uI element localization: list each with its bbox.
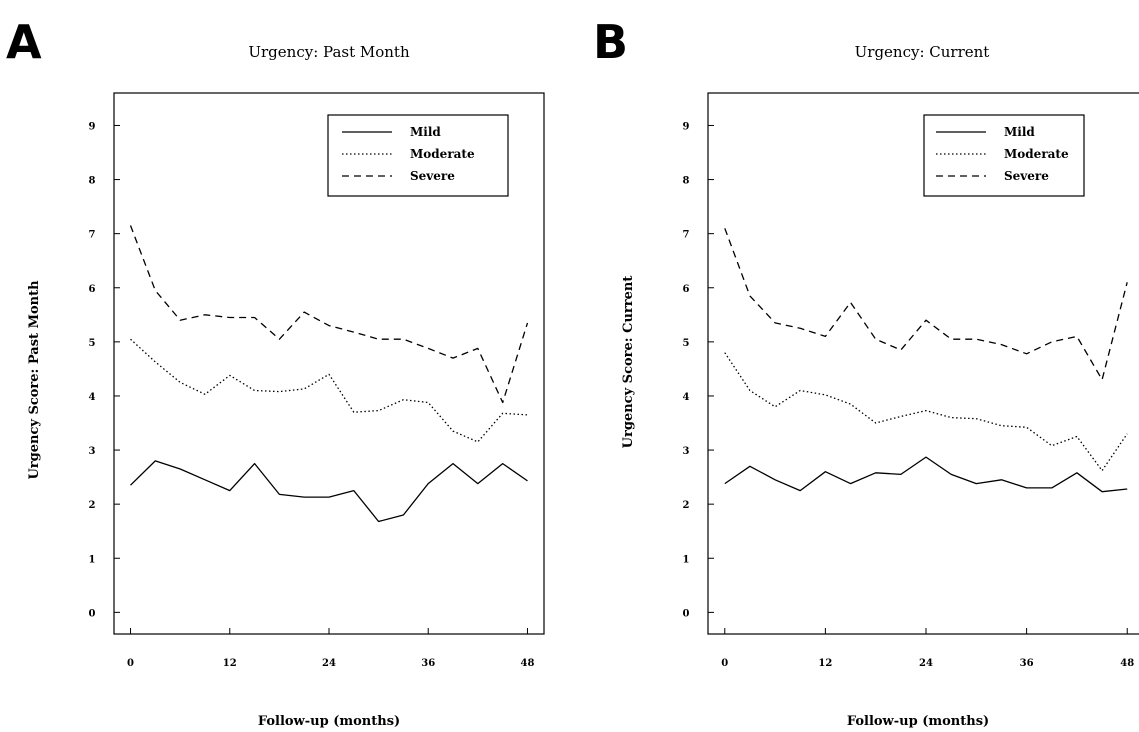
y-tick-label: 6: [683, 284, 690, 295]
y-tick-label: 9: [683, 121, 690, 132]
x-axis-label-a: Follow-up (months): [258, 714, 400, 729]
legend-label-severe-a: Severe: [410, 169, 455, 183]
series-lines-a: [129, 225, 529, 523]
y-tick-label: 5: [89, 338, 96, 349]
panel-letter-b: B: [593, 15, 628, 69]
x-tick-label: 48: [521, 658, 535, 669]
y-tick-label: 7: [683, 230, 690, 241]
legend-box-b: [923, 114, 1085, 197]
legend-label-moderate-a: Moderate: [410, 147, 475, 161]
series-line-moderate-a: [130, 338, 528, 443]
y-tick-label: 8: [89, 176, 96, 187]
y-tick-label: 9: [89, 121, 96, 132]
legend-label-moderate-b: Moderate: [1004, 147, 1069, 161]
legend-label-severe-b: Severe: [1004, 169, 1049, 183]
series-line-severe-a: [129, 225, 529, 404]
x-tick-label: 36: [421, 658, 435, 669]
y-tick-label: 1: [89, 554, 96, 565]
series-lines-b: [724, 228, 1128, 493]
panel-a: A Urgency: Past Month Urgency Score: Pas…: [6, 15, 545, 729]
y-tick-label: 2: [89, 500, 96, 511]
x-tick-label: 12: [818, 658, 832, 669]
y-tick-label: 0: [89, 608, 96, 619]
legend-label-mild-b: Mild: [1004, 125, 1035, 139]
y-tick-label: 4: [89, 392, 96, 403]
y-tick-label: 4: [683, 392, 690, 403]
y-ticks-a: 0 1 2 3 4 5 6 7 8 9: [89, 121, 120, 619]
y-tick-label: 7: [89, 230, 96, 241]
y-tick-label: 6: [89, 284, 96, 295]
legend-a: Mild Moderate Severe: [327, 114, 509, 197]
series-line-mild-a: [130, 460, 528, 523]
panel-letter-a: A: [6, 15, 42, 69]
x-tick-label: 36: [1020, 658, 1034, 669]
chart-title-b: Urgency: Current: [855, 43, 990, 61]
y-tick-label: 5: [683, 338, 690, 349]
chart-title-a: Urgency: Past Month: [248, 43, 410, 61]
x-tick-label: 12: [223, 658, 237, 669]
y-tick-label: 2: [683, 500, 690, 511]
y-tick-label: 3: [89, 446, 96, 457]
x-tick-label: 0: [721, 658, 728, 669]
series-line-mild-b: [724, 456, 1128, 493]
y-axis-label-a: Urgency Score: Past Month: [27, 280, 42, 480]
x-axis-label-b: Follow-up (months): [847, 714, 989, 729]
x-tick-label: 24: [919, 658, 933, 669]
x-tick-label: 24: [322, 658, 336, 669]
y-tick-label: 1: [683, 554, 690, 565]
x-tick-label: 48: [1120, 658, 1134, 669]
legend-b: Mild Moderate Severe: [923, 114, 1085, 197]
y-ticks-b: 0 1 2 3 4 5 6 7 8 9: [683, 121, 714, 619]
legend-label-mild-a: Mild: [410, 125, 441, 139]
y-tick-label: 0: [683, 608, 690, 619]
y-tick-label: 3: [683, 446, 690, 457]
series-line-severe-b: [724, 228, 1128, 381]
panel-b: B Urgency: Current Urgency Score: Curren…: [593, 15, 1139, 729]
legend-box-a: [327, 114, 509, 197]
x-ticks-a: 0 12 24 36 48: [127, 628, 534, 669]
x-tick-label: 0: [127, 658, 134, 669]
x-ticks-b: 0 12 24 36 48: [721, 628, 1134, 669]
y-axis-label-b: Urgency Score: Current: [621, 276, 636, 449]
series-line-moderate-b: [724, 352, 1128, 472]
y-tick-label: 8: [683, 176, 690, 187]
